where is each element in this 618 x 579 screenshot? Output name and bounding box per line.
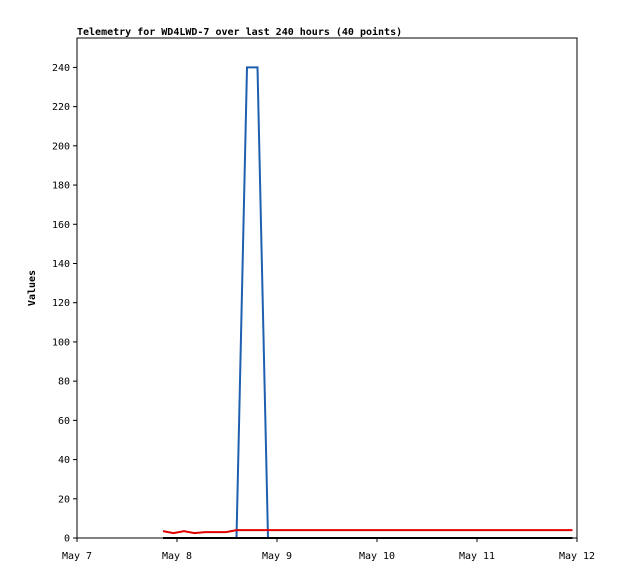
x-tick-label: May 11: [459, 551, 495, 562]
chart-title: Telemetry for WD4LWD-7 over last 240 hou…: [77, 26, 402, 38]
y-tick-label: 60: [58, 416, 70, 427]
y-tick-label: 100: [52, 337, 70, 348]
y-tick-label: 80: [58, 377, 70, 388]
y-tick-label: 220: [52, 102, 70, 113]
x-tick-label: May 10: [359, 551, 395, 562]
y-tick-label: 120: [52, 298, 70, 309]
y-tick-label: 240: [52, 63, 70, 74]
y-tick-label: 160: [52, 220, 70, 231]
y-tick-label: 20: [58, 494, 70, 505]
x-tick-label: May 12: [559, 551, 595, 562]
data-line: [162, 529, 573, 535]
y-tick-label: 0: [64, 534, 70, 545]
y-tick-label: 200: [52, 141, 70, 152]
y-tick-label: 40: [58, 455, 70, 466]
y-tick-label: 180: [52, 181, 70, 192]
x-tick-label: May 8: [162, 551, 192, 562]
x-tick-label: May 9: [262, 551, 292, 562]
y-tick-label: 140: [52, 259, 70, 270]
y-axis-label: Values: [27, 270, 38, 306]
data-line: [163, 66, 573, 539]
plot-frame: [76, 37, 578, 539]
x-tick-label: May 7: [62, 551, 92, 562]
